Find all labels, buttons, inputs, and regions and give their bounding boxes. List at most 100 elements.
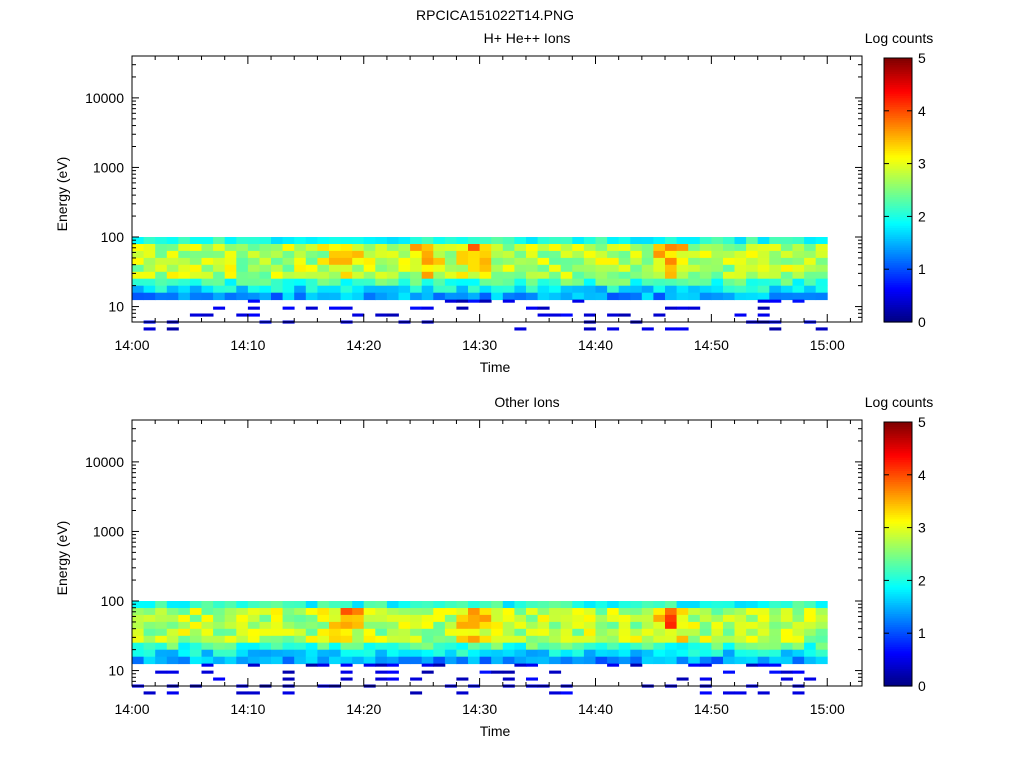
spectrogram-cell [352,614,365,623]
spectrogram-cell [630,656,643,665]
spectrogram-cell [166,257,179,266]
spectrogram-cell [166,278,179,287]
spectrogram-cell [641,635,654,644]
spectrogram-cell [572,642,585,651]
spectrogram-cell [549,628,562,637]
colorbar-swatch [884,444,912,447]
colorbar-swatch [884,455,912,458]
spectrogram-cell [769,278,782,287]
spectrogram-cell [352,278,365,287]
spectrogram-cell [676,601,689,609]
spectrogram-cell [386,313,399,317]
spectrogram-cell [352,642,365,651]
spectrogram-cell [247,628,260,637]
colorbar-swatch [884,97,912,101]
spectrogram-cell [560,257,573,266]
spectrogram-cell [676,635,689,644]
colorbar-swatch [884,251,912,255]
spectrogram-cell [711,292,724,301]
spectrogram-cell [410,237,423,245]
spectrogram-cell [189,237,202,245]
spectrogram-cell [213,250,226,259]
colorbar-swatch [884,668,912,672]
spectrogram-cell [607,608,620,616]
spectrogram-cell [386,649,399,658]
spectrogram-cell [259,601,272,609]
spectrogram-cell [688,285,701,294]
spectrogram-cell [804,608,817,616]
spectrogram-cell [329,656,341,665]
spectrogram-cell [549,635,562,644]
spectrogram-cell [583,621,596,630]
spectrogram-cell [294,642,307,651]
colorbar-swatch [884,635,912,639]
spectrogram-cell [375,313,388,317]
spectrogram-cell [479,299,492,303]
colorbar-swatch [884,510,912,513]
colorbar-swatch [884,165,912,169]
spectrogram-cell [456,271,469,280]
spectrogram-cell [456,285,469,294]
spectrogram-cell [560,656,573,665]
colorbar-swatch [884,297,912,301]
x-tick-label: 14:40 [578,337,613,353]
spectrogram-cell [583,642,596,651]
colorbar-swatch [884,108,912,112]
spectrogram-cell [769,601,782,609]
colorbar-swatch [884,576,912,579]
spectrogram-cell [688,306,701,310]
colorbar-swatch [884,514,912,518]
spectrogram-cell [595,244,608,252]
spectrogram-cell [236,237,249,245]
spectrogram-cell [734,313,747,317]
colorbar-label: Log counts [865,30,934,46]
spectrogram-cell [305,663,318,667]
spectrogram-cell [607,257,620,266]
spectrogram-cell [572,656,585,665]
panel-title: H+ He++ Ions [484,30,571,46]
spectrogram-cell [468,250,480,259]
spectrogram-cell [549,244,562,252]
spectrogram-cell [491,278,504,287]
spectrogram-cell [526,663,538,667]
spectrogram-cell [583,278,596,287]
spectrogram-cell [815,250,828,259]
spectrogram-cell [734,642,747,651]
spectrogram-cell [757,614,770,623]
spectrogram-cell [340,614,353,623]
spectrogram-cell [363,292,376,301]
colorbar-swatch [884,170,912,173]
spectrogram-cell [340,635,353,644]
spectrogram-cell [410,257,423,266]
spectrogram-cell [641,608,654,616]
spectrogram-cell [271,278,283,287]
spectrogram-cell [421,278,434,287]
colorbar-swatch [884,159,912,162]
spectrogram-cell [711,237,724,245]
colorbar-swatch [884,604,912,608]
spectrogram-cell [305,237,318,245]
spectrogram-cell [699,656,712,665]
spectrogram-cell [665,656,677,665]
spectrogram-cell [769,257,782,266]
spectrogram-cell [410,278,423,287]
spectrogram-cell [236,285,249,294]
spectrogram-cell [549,608,562,616]
spectrogram-cell [514,250,527,259]
spectrogram-cell [468,601,480,609]
spectrogram-cell [132,285,144,294]
spectrogram-cell [201,271,214,280]
spectrogram-cell [340,285,353,294]
spectrogram-cell [804,271,817,280]
spectrogram-cell [583,608,596,616]
spectrogram-cell [549,691,562,695]
spectrogram-cell [804,614,817,623]
colorbar-swatch [884,262,912,266]
spectrogram-cell [769,285,782,294]
spectrogram-cell [132,257,144,266]
spectrogram-cell [526,677,538,681]
spectrogram-cell [166,264,179,273]
spectrogram-cell [618,264,631,273]
spectrogram-cell [711,285,724,294]
spectrogram-cell [560,250,573,259]
